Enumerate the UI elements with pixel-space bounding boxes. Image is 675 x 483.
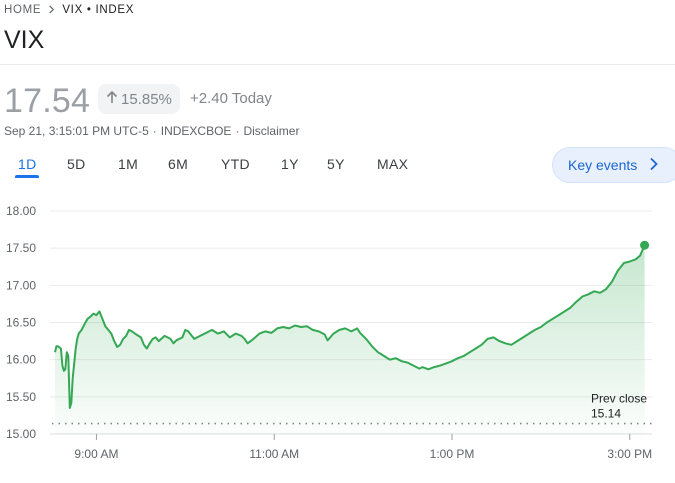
meta-separator: · [235, 124, 240, 138]
time-range-tabs: 1D 5D 1M 6M YTD 1Y 5Y MAX [0, 150, 440, 180]
change-percent-badge: 15.85% [98, 84, 180, 114]
y-tick-label: 17.00 [6, 278, 36, 292]
last-price-dot [640, 240, 650, 250]
tab-1d[interactable]: 1D [18, 156, 37, 172]
x-tick-label: 3:00 PM [607, 447, 652, 461]
y-tick-label: 15.00 [6, 427, 36, 441]
breadcrumb: HOME VIX • INDEX [4, 3, 134, 16]
tab-5y[interactable]: 5Y [327, 156, 345, 172]
tab-max[interactable]: MAX [377, 156, 409, 172]
chevron-right-icon [45, 3, 58, 16]
tab-6m[interactable]: 6M [168, 156, 189, 172]
price-chart[interactable]: 18.00 17.50 17.00 16.50 16.00 15.50 15.00 Prev… [0, 195, 675, 483]
chevron-right-icon [649, 157, 659, 174]
tab-1m[interactable]: 1M [118, 156, 139, 172]
prev-close-value: 15.14 [591, 407, 621, 421]
page-title: VIX [4, 26, 45, 54]
y-tick-label: 15.50 [6, 390, 36, 404]
y-tick-label: 18.00 [6, 204, 36, 218]
tab-1y[interactable]: 1Y [281, 156, 299, 172]
timestamp: Sep 21, 3:15:01 PM UTC-5 [4, 124, 149, 138]
active-tab-indicator [15, 175, 39, 178]
divider [0, 64, 675, 65]
tab-5d[interactable]: 5D [67, 156, 86, 172]
disclaimer-link[interactable]: Disclaimer [243, 124, 300, 138]
price-line [54, 244, 646, 409]
exchange-name: INDEXCBOE [160, 124, 232, 138]
tab-ytd[interactable]: YTD [221, 156, 250, 172]
breadcrumb-current: VIX • INDEX [62, 3, 135, 16]
x-tick-label: 9:00 AM [74, 447, 118, 461]
meta-separator: · [152, 124, 157, 138]
change-percent: 15.85% [121, 90, 172, 108]
change-absolute: +2.40 Today [190, 90, 272, 107]
y-tick-label: 16.00 [6, 353, 36, 367]
key-events-label: Key events [568, 157, 638, 173]
y-tick-label: 17.50 [6, 241, 36, 255]
arrow-up-icon [106, 90, 118, 108]
price-area [55, 245, 645, 434]
x-tick-label: 11:00 AM [249, 447, 299, 461]
prev-close-label: Prev close [591, 392, 647, 406]
x-tick-label: 1:00 PM [430, 447, 475, 461]
y-tick-label: 16.50 [6, 316, 36, 330]
breadcrumb-home[interactable]: HOME [4, 3, 42, 16]
key-events-button[interactable]: Key events [552, 147, 675, 183]
current-price: 17.54 [4, 82, 91, 120]
quote-meta: Sep 21, 3:15:01 PM UTC-5 · INDEXCBOE · D… [4, 124, 299, 138]
